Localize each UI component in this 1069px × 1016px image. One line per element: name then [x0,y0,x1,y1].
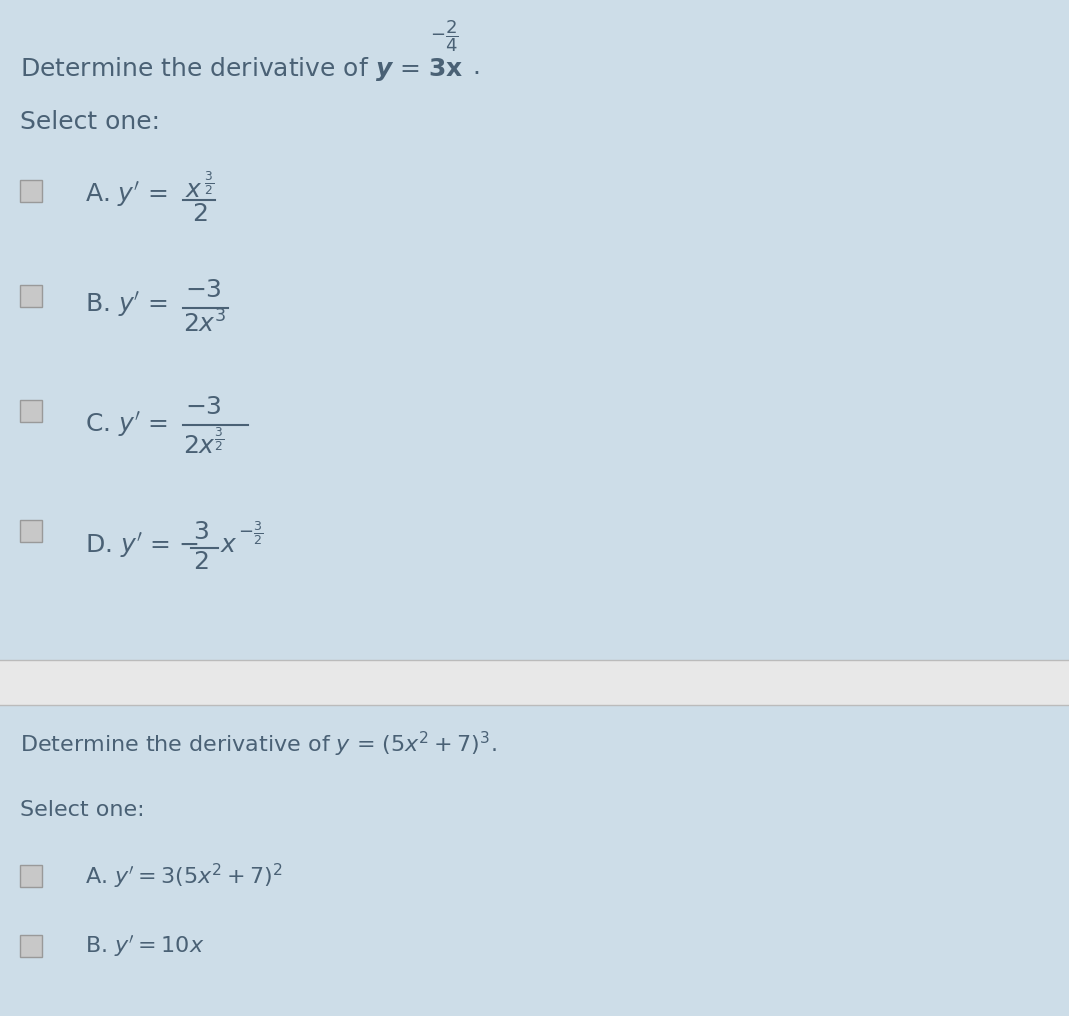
FancyBboxPatch shape [20,865,42,887]
Text: Select one:: Select one: [20,110,160,134]
Text: $x$: $x$ [220,533,237,557]
Text: $2$: $2$ [193,550,208,574]
Text: Select one:: Select one: [20,800,144,820]
FancyBboxPatch shape [20,285,42,307]
FancyBboxPatch shape [20,180,42,202]
Text: $2x^3$: $2x^3$ [183,310,227,337]
Text: 2: 2 [192,202,208,226]
Text: Determine the derivative of $\boldsymbol{y}$ = $\mathbf{3x}$: Determine the derivative of $\boldsymbol… [20,55,463,83]
Text: A. $y' = 3(5x^2 + 7)^2$: A. $y' = 3(5x^2 + 7)^2$ [86,862,283,891]
Text: $-3$: $-3$ [185,278,222,302]
Text: C. $y'$ =: C. $y'$ = [86,410,168,440]
Text: B. $y' = 10x$: B. $y' = 10x$ [86,934,204,959]
Text: A. $y'$ =: A. $y'$ = [86,181,168,209]
FancyBboxPatch shape [20,935,42,957]
Text: $-\dfrac{2}{4}$: $-\dfrac{2}{4}$ [430,18,459,54]
Text: $-3$: $-3$ [185,395,222,419]
Text: D. $y'$ = $-$: D. $y'$ = $-$ [86,530,199,560]
Text: $2x^{\frac{3}{2}}$: $2x^{\frac{3}{2}}$ [183,428,224,458]
Text: .: . [472,55,480,79]
Text: $-\frac{3}{2}$: $-\frac{3}{2}$ [238,519,263,547]
FancyBboxPatch shape [20,520,42,542]
Text: $3$: $3$ [193,520,208,544]
Text: B. $y'$ =: B. $y'$ = [86,291,168,319]
FancyBboxPatch shape [20,400,42,422]
Text: $x^{\,\frac{3}{2}}$: $x^{\,\frac{3}{2}}$ [185,172,214,202]
Bar [0,660,1069,705]
Text: Determine the derivative of $y$ = $(5x^2 + 7)^3$.: Determine the derivative of $y$ = $(5x^2… [20,731,497,759]
